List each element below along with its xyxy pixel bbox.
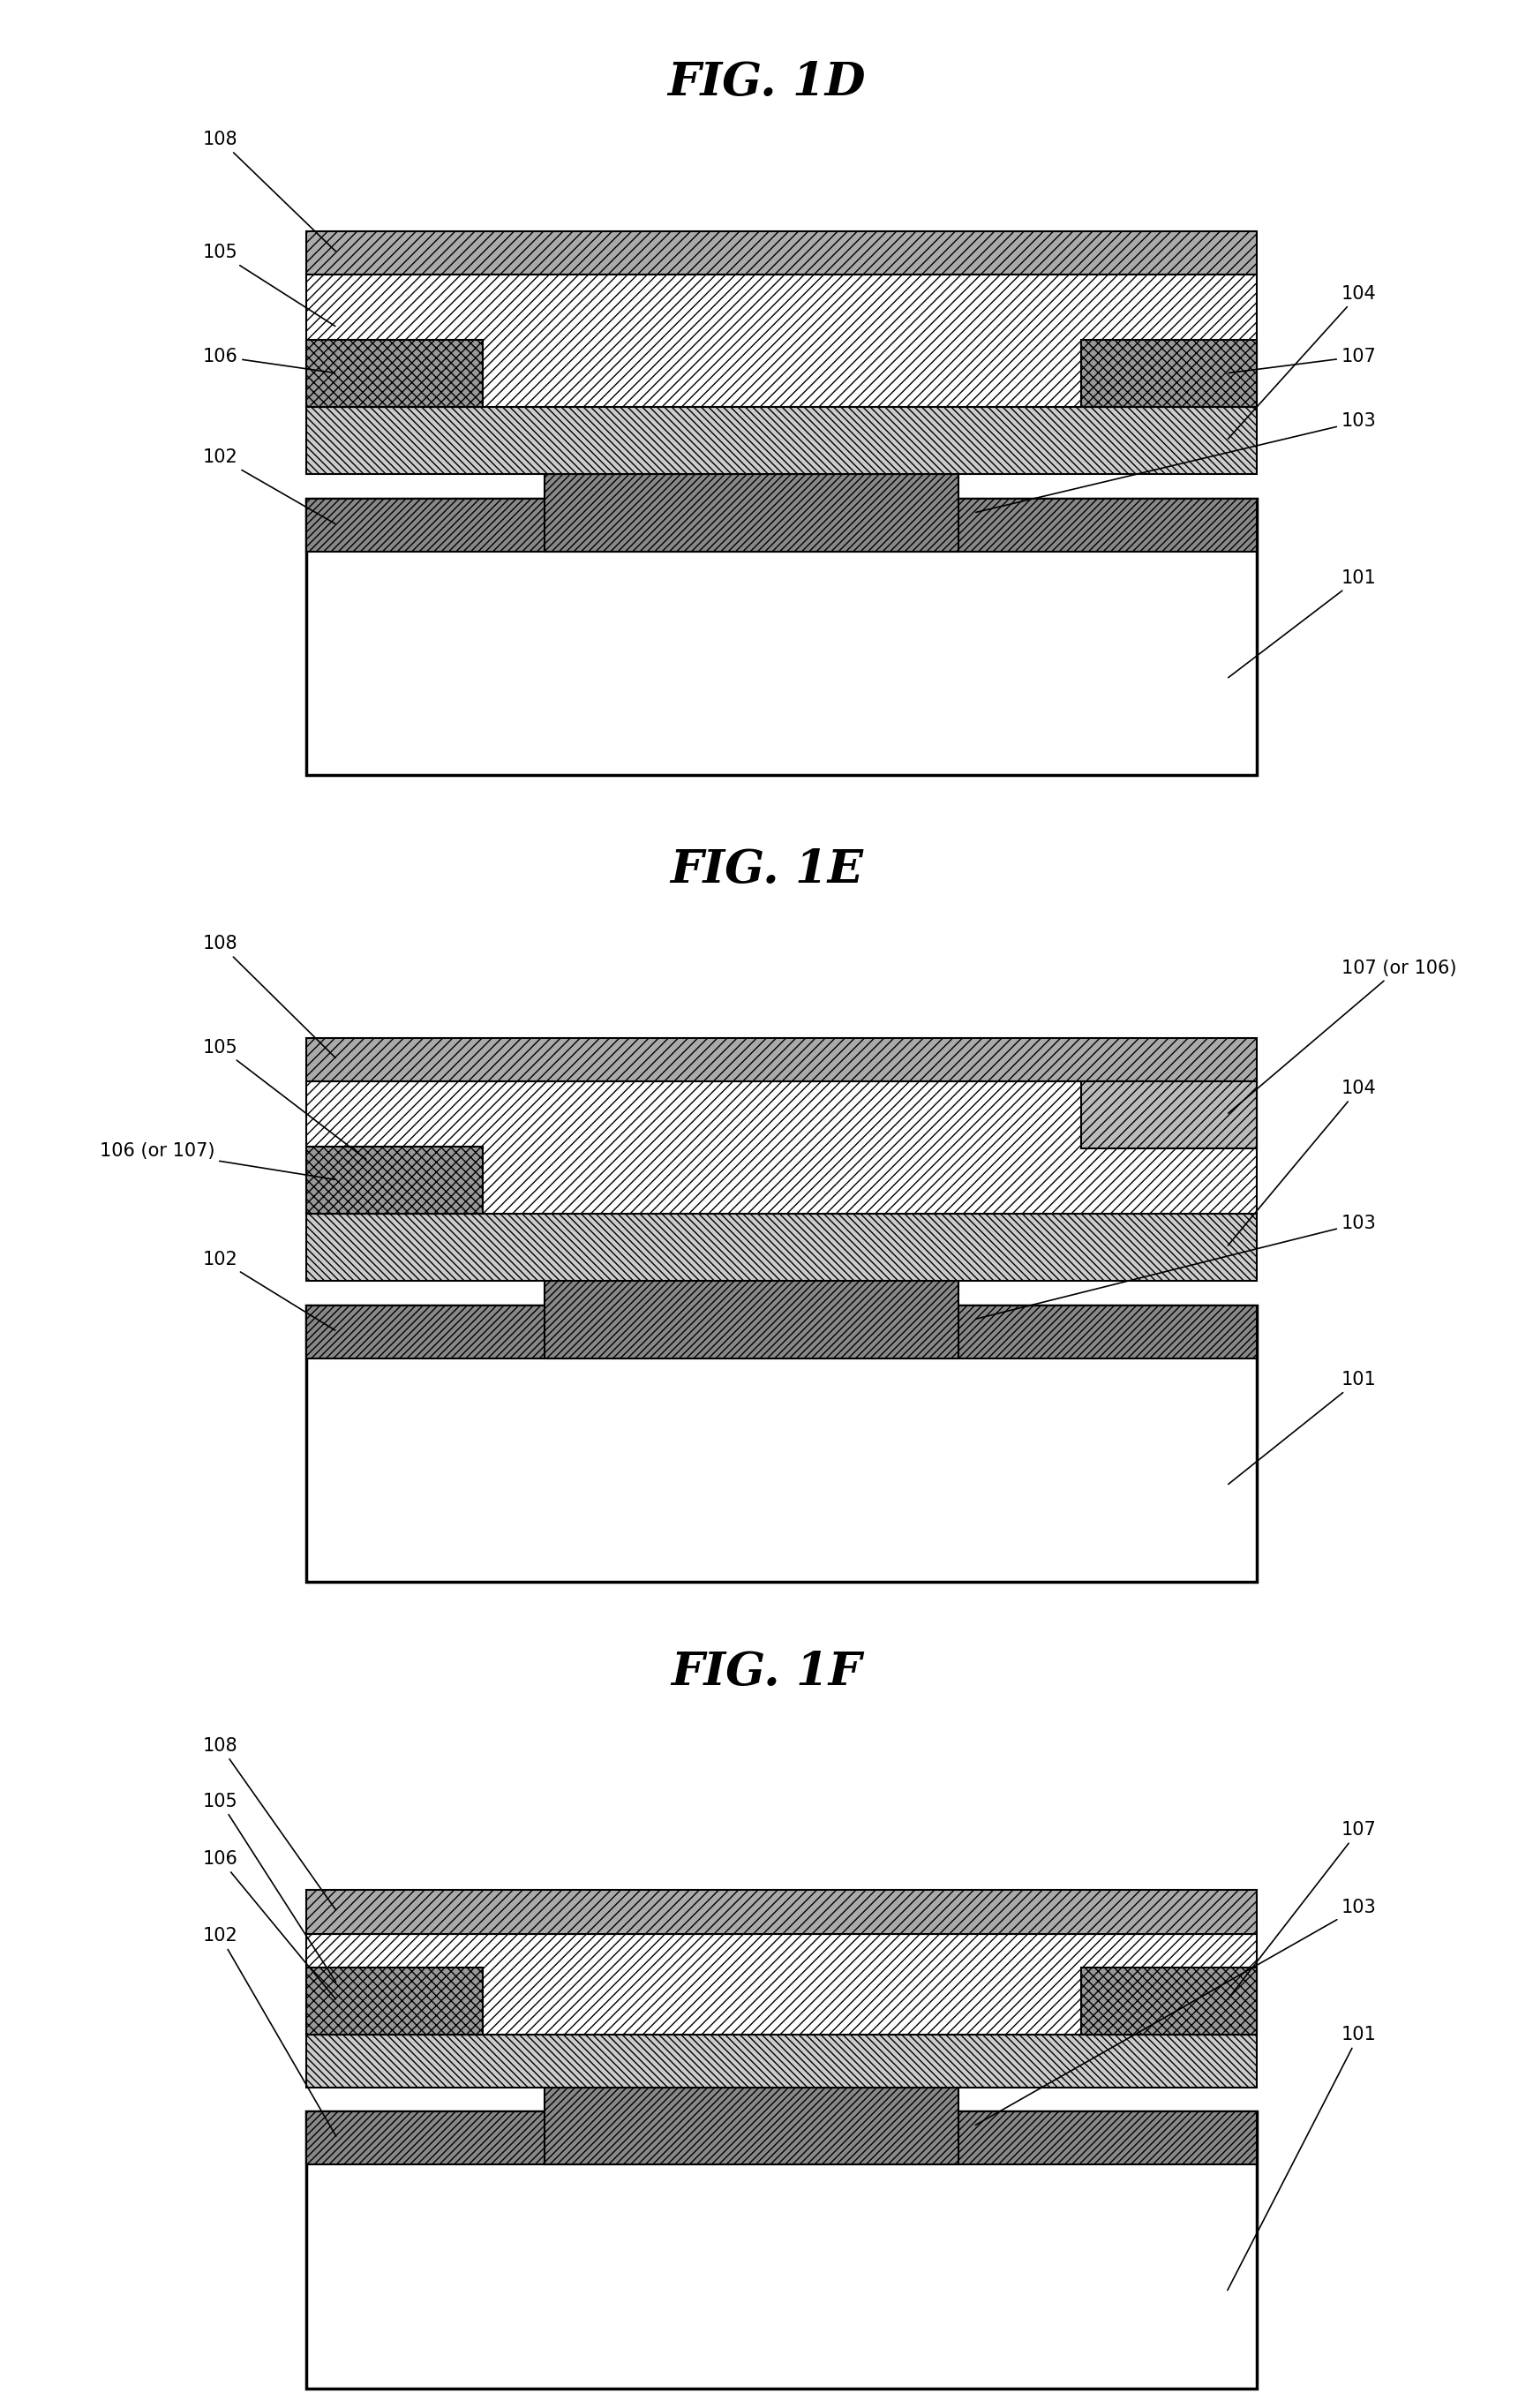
Text: 106: 106 <box>202 347 334 373</box>
Bar <box>307 1214 1257 1281</box>
Bar <box>307 2035 1257 2088</box>
Text: 108: 108 <box>202 1736 336 1910</box>
Bar <box>307 231 1257 275</box>
Bar <box>307 1934 1257 2035</box>
Text: 108: 108 <box>202 934 336 1057</box>
Text: 104: 104 <box>1228 1079 1377 1245</box>
Bar <box>1081 1967 1257 2035</box>
Text: 105: 105 <box>202 1792 336 1982</box>
Bar <box>544 2088 958 2165</box>
Bar <box>307 1081 1257 1214</box>
Text: 105: 105 <box>202 1038 366 1158</box>
Bar <box>307 498 1257 551</box>
Text: 103: 103 <box>975 1898 1377 2124</box>
Bar <box>307 1305 1257 1582</box>
Bar <box>544 1281 958 1358</box>
Bar <box>307 1146 483 1214</box>
Text: 108: 108 <box>202 130 336 250</box>
Text: 104: 104 <box>1228 284 1377 438</box>
Text: 101: 101 <box>1228 1370 1377 1483</box>
Text: 107: 107 <box>1228 1820 1377 1999</box>
Text: 107 (or 106): 107 (or 106) <box>1228 958 1456 1112</box>
Text: 102: 102 <box>202 448 336 523</box>
Bar <box>544 474 958 551</box>
Text: 105: 105 <box>202 243 336 325</box>
Text: 106 (or 107): 106 (or 107) <box>100 1141 334 1180</box>
Text: 106: 106 <box>202 1849 336 1999</box>
Text: FIG. 1F: FIG. 1F <box>671 1649 862 1695</box>
Text: FIG. 1D: FIG. 1D <box>667 60 866 106</box>
Bar <box>307 498 1257 775</box>
Bar <box>307 2112 1257 2165</box>
Bar <box>307 275 1257 407</box>
Text: 102: 102 <box>202 1250 336 1329</box>
Bar <box>1081 340 1257 407</box>
Bar <box>307 340 483 407</box>
Text: 103: 103 <box>977 1214 1377 1320</box>
Bar <box>307 1038 1257 1081</box>
Bar <box>307 407 1257 474</box>
Text: 107: 107 <box>1229 347 1377 373</box>
Text: 101: 101 <box>1228 568 1377 677</box>
Text: 101: 101 <box>1228 2025 1377 2290</box>
Bar <box>307 2112 1257 2389</box>
Text: 103: 103 <box>977 412 1377 513</box>
Text: FIG. 1E: FIG. 1E <box>670 848 863 893</box>
Bar <box>1081 1081 1257 1149</box>
Text: 102: 102 <box>202 1926 336 2136</box>
Bar <box>307 1890 1257 1934</box>
Bar <box>307 1967 483 2035</box>
Bar <box>307 1305 1257 1358</box>
